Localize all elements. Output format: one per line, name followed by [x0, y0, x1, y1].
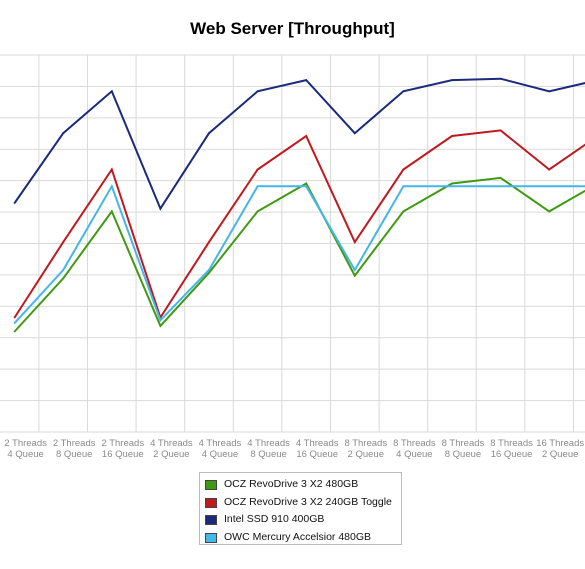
data-point — [208, 132, 210, 135]
data-point — [499, 185, 502, 188]
x-tick-label: 16 Queue — [102, 449, 144, 460]
x-tick-label: 16 Queue — [296, 449, 338, 460]
data-point — [548, 168, 551, 171]
data-point — [62, 277, 65, 280]
data-point — [305, 135, 308, 137]
data-point — [62, 132, 65, 135]
data-point — [353, 132, 356, 135]
legend-item: OCZ RevoDrive 3 X2 240GB Toggle — [200, 494, 401, 512]
data-point — [499, 176, 502, 179]
data-point — [110, 185, 113, 188]
x-tick-label: 4 Threads — [296, 438, 339, 449]
x-tick-label: 4 Queue — [202, 449, 238, 460]
data-point — [208, 241, 210, 244]
x-tick-label: 2 Queue — [542, 449, 578, 460]
chart-title: Web Server [Throughput] — [190, 19, 395, 38]
data-point — [353, 269, 356, 271]
legend-label: OCZ RevoDrive 3 X2 480GB — [224, 478, 359, 490]
legend-swatch — [205, 480, 217, 490]
legend-swatch — [205, 515, 217, 525]
data-point — [256, 210, 259, 213]
data-point — [256, 90, 259, 93]
data-point — [548, 185, 551, 188]
x-tick-label: 8 Threads — [344, 438, 387, 449]
series-line — [13, 129, 585, 320]
legend-label: Intel SSD 910 400GB — [224, 513, 325, 525]
data-point — [548, 90, 551, 93]
data-point — [256, 185, 259, 188]
legend-label: OWC Mercury Accelsior 480GB — [224, 530, 372, 543]
x-tick-label: 4 Threads — [150, 438, 193, 449]
x-tick-label: 8 Threads — [393, 438, 436, 449]
x-tick-label: 8 Queue — [445, 449, 481, 460]
x-tick-label: 8 Threads — [490, 438, 533, 449]
x-tick-label: 4 Threads — [247, 438, 290, 449]
data-point — [548, 210, 551, 213]
x-tick-label: 8 Queue — [56, 449, 92, 460]
data-point — [451, 135, 453, 137]
x-tick-label: 2 Threads — [101, 438, 144, 449]
data-point — [402, 90, 405, 93]
data-point — [451, 182, 453, 185]
data-point — [13, 202, 16, 204]
series-line — [13, 77, 585, 211]
data-point — [159, 324, 162, 327]
series-layer — [13, 77, 585, 333]
legend-item: OCZ RevoDrive 3 X2 480GB — [200, 476, 401, 494]
x-tick-label: 8 Queue — [250, 449, 286, 460]
x-tick-label: 4 Threads — [199, 438, 242, 449]
data-point — [305, 182, 308, 185]
x-tick-label: 4 Queue — [396, 449, 432, 460]
grid-layer — [0, 54, 585, 433]
x-tick-label: 2 Queue — [153, 449, 189, 460]
x-tick-label: 16 Queue — [491, 449, 533, 460]
x-tick-label: 4 Queue — [7, 449, 43, 460]
legend-item: OWC Mercury Accelsior 480GB — [200, 529, 401, 547]
legend-swatch — [205, 497, 217, 508]
data-point — [305, 185, 308, 188]
data-point — [353, 241, 356, 244]
data-point — [62, 241, 65, 244]
data-point — [305, 79, 308, 82]
data-point — [402, 185, 405, 188]
series-line — [13, 183, 585, 324]
data-point — [13, 316, 16, 319]
series-line — [13, 176, 585, 333]
data-point — [110, 90, 113, 93]
legend-swatch — [205, 532, 217, 543]
legend-item: Intel SSD 910 400GB — [200, 511, 401, 529]
x-tick-label: 16 Threads — [536, 438, 584, 449]
x-tick-label: 2 Threads — [4, 438, 47, 449]
data-point — [499, 77, 502, 80]
data-point — [159, 319, 162, 322]
legend: OCZ RevoDrive 3 X2 480GB OCZ RevoDrive 3 … — [199, 472, 402, 545]
data-point — [159, 207, 162, 210]
data-point — [353, 274, 356, 277]
x-tick-label: 2 Queue — [348, 449, 384, 460]
data-point — [451, 185, 453, 188]
data-point — [13, 330, 16, 333]
legend-label: OCZ RevoDrive 3 X2 240GB Toggle — [224, 495, 392, 508]
data-point — [256, 168, 259, 171]
data-point — [499, 129, 502, 132]
x-tick-label: 2 Threads — [53, 438, 96, 449]
data-point — [62, 269, 65, 271]
data-point — [13, 322, 16, 324]
data-point — [402, 210, 405, 213]
data-point — [208, 269, 210, 271]
data-point — [208, 271, 210, 274]
data-point — [402, 168, 405, 171]
data-point — [451, 79, 453, 82]
data-point — [110, 168, 113, 171]
x-tick-label: 8 Threads — [442, 438, 485, 449]
data-point — [110, 210, 113, 213]
